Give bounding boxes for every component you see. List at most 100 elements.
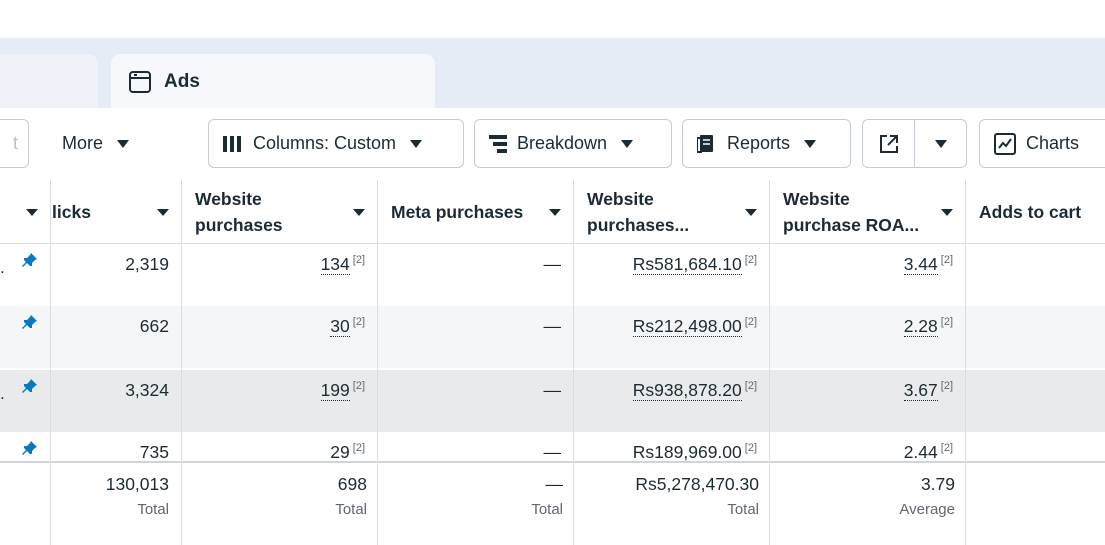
- chevron-down-icon: [934, 139, 947, 148]
- chart-icon: [994, 132, 1016, 155]
- truncation-dot: .: [0, 384, 5, 403]
- sort-icon[interactable]: [745, 209, 757, 216]
- tab-ads[interactable]: Ads: [111, 54, 435, 108]
- cell-clicks: 2,319: [50, 244, 181, 306]
- roas-value[interactable]: 3.44: [903, 254, 938, 275]
- header-website-purchases[interactable]: Website purchases: [181, 180, 377, 244]
- more-button-label: More: [62, 133, 104, 153]
- purchases-value-amount[interactable]: Rs938,878.20: [632, 380, 742, 401]
- meta-purchases-value: —: [543, 254, 562, 274]
- export-button[interactable]: [862, 119, 967, 168]
- meta-purchases-value: —: [543, 316, 562, 336]
- total-purchases-label: Total: [335, 501, 367, 518]
- more-button[interactable]: More: [48, 119, 158, 168]
- purchases-value[interactable]: 29: [330, 442, 350, 462]
- purchases-value-amount[interactable]: Rs189,969.00: [632, 442, 742, 462]
- sort-icon[interactable]: [26, 209, 38, 216]
- reports-button[interactable]: Reports: [682, 119, 851, 168]
- cell-purchases[interactable]: 29 [2]: [181, 432, 377, 462]
- cell-purchases[interactable]: 199 [2]: [181, 370, 377, 432]
- sort-icon[interactable]: [549, 209, 561, 216]
- total-purchases-value-amount: Rs5,278,470.30: [635, 474, 759, 494]
- footnote-marker: [2]: [940, 380, 953, 393]
- sort-icon[interactable]: [353, 209, 365, 216]
- cell-clicks: 662: [50, 306, 181, 368]
- charts-button[interactable]: Charts: [979, 119, 1105, 168]
- footnote-marker: [2]: [744, 380, 757, 393]
- cell-purchases-value[interactable]: Rs189,969.00 [2]: [573, 432, 769, 462]
- cell-purchases[interactable]: 30 [2]: [181, 306, 377, 368]
- header-clicks[interactable]: licks: [50, 180, 181, 244]
- total-clicks: 130,013 Total: [50, 474, 181, 544]
- breakdown-button[interactable]: Breakdown: [474, 119, 672, 168]
- column-divider: [965, 180, 966, 545]
- purchases-value[interactable]: 199: [320, 380, 350, 401]
- total-meta-purchases-label: Total: [531, 501, 563, 518]
- tab-previous[interactable]: [0, 54, 98, 108]
- cell-roas[interactable]: 2.28 [2]: [769, 306, 965, 368]
- totals-divider: [0, 461, 1105, 463]
- cell-purchases[interactable]: 134 [2]: [181, 244, 377, 306]
- roas-value[interactable]: 2.28: [903, 316, 938, 337]
- table-row[interactable]: [0, 306, 1105, 368]
- cell-roas[interactable]: 2.44 [2]: [769, 432, 965, 462]
- purchases-value-amount[interactable]: Rs581,684.10: [632, 254, 742, 275]
- pin-icon[interactable]: [22, 440, 38, 461]
- chevron-down-icon: [804, 139, 817, 148]
- total-meta-purchases-value: —: [545, 474, 564, 494]
- cell-meta-purchases: —: [377, 370, 573, 432]
- clicks-value: 3,324: [125, 380, 169, 400]
- header-adds-to-cart[interactable]: Adds to cart: [965, 180, 1105, 244]
- table-row[interactable]: [0, 370, 1105, 432]
- roas-value[interactable]: 3.67: [903, 380, 938, 401]
- footnote-marker: [2]: [940, 316, 953, 329]
- footnote-marker: [2]: [352, 442, 365, 455]
- pin-icon[interactable]: [22, 252, 38, 273]
- header-website-purchases-label: Website purchases: [195, 188, 283, 235]
- total-meta-purchases: — Total: [377, 474, 573, 544]
- purchases-value[interactable]: 30: [330, 316, 350, 337]
- export-icon[interactable]: [863, 120, 914, 167]
- truncation-dot: .: [0, 258, 5, 277]
- total-roas-value: 3.79: [920, 474, 955, 494]
- pin-icon[interactable]: [22, 378, 38, 399]
- footnote-marker: [2]: [352, 254, 365, 267]
- footnote-marker: [2]: [744, 254, 757, 267]
- roas-value[interactable]: 2.44: [903, 442, 938, 462]
- cell-roas[interactable]: 3.44 [2]: [769, 244, 965, 306]
- cell-meta-purchases: —: [377, 244, 573, 306]
- cell-clicks: 735: [50, 432, 181, 462]
- clicks-value: 662: [139, 316, 169, 336]
- chevron-down-icon: [410, 139, 423, 148]
- purchases-value-amount[interactable]: Rs212,498.00: [632, 316, 742, 337]
- header-name-col[interactable]: [0, 180, 50, 244]
- chevron-down-icon: [117, 139, 130, 148]
- name-cell: .: [0, 370, 50, 432]
- header-meta-purchases[interactable]: Meta purchases: [377, 180, 573, 244]
- columns-button[interactable]: Columns: Custom: [208, 119, 464, 168]
- column-divider: [181, 180, 182, 545]
- charts-button-label: Charts: [1026, 133, 1080, 153]
- columns-button-label: Columns: Custom: [253, 133, 397, 153]
- header-website-roas[interactable]: Website purchase ROA...: [769, 180, 965, 244]
- cell-purchases-value[interactable]: Rs212,498.00 [2]: [573, 306, 769, 368]
- sort-icon[interactable]: [157, 209, 169, 216]
- total-roas-label: Average: [899, 501, 955, 518]
- meta-purchases-value: —: [543, 380, 562, 400]
- cell-roas[interactable]: 3.67 [2]: [769, 370, 965, 432]
- cell-purchases-value[interactable]: Rs581,684.10 [2]: [573, 244, 769, 306]
- breakdown-button-label: Breakdown: [517, 133, 608, 153]
- header-website-purchases-value[interactable]: Website purchases...: [573, 180, 769, 244]
- columns-icon: [223, 135, 243, 152]
- export-dropdown[interactable]: [915, 120, 966, 167]
- partial-button[interactable]: t: [0, 119, 29, 168]
- footnote-marker: [2]: [744, 442, 757, 455]
- toolbar: t More Columns: Custom Breakdown Reports: [0, 108, 1105, 180]
- total-purchases-value: Rs5,278,470.30 Total: [573, 474, 769, 544]
- cell-purchases-value[interactable]: Rs938,878.20 [2]: [573, 370, 769, 432]
- column-divider: [50, 180, 51, 545]
- purchases-value[interactable]: 134: [320, 254, 350, 275]
- pin-icon[interactable]: [22, 314, 38, 335]
- table-row[interactable]: [0, 244, 1105, 306]
- sort-icon[interactable]: [941, 209, 953, 216]
